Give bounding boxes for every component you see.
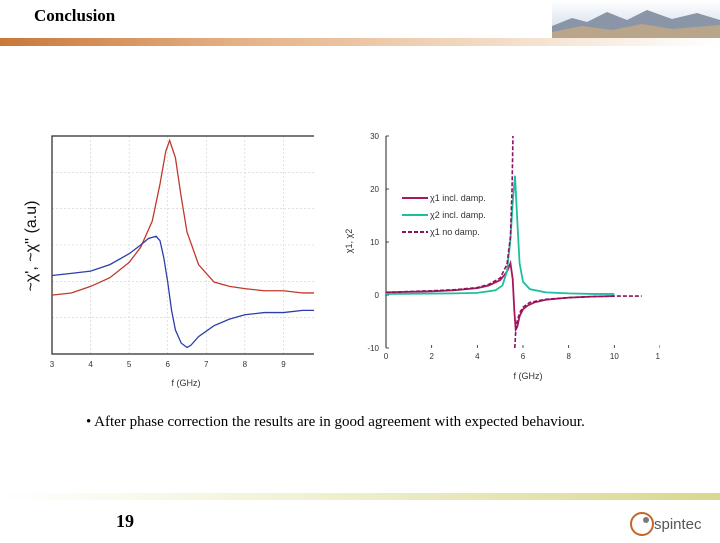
chart-left-plot-frame (51, 135, 314, 355)
chart-right-x-tick-label: 10 (610, 352, 619, 361)
chart-right: 0 2 4 6 8 10 12 -10 0 10 20 30 χ1 incl. damp. χ2 inc… (344, 128, 660, 381)
chart-right-x-tick-label: 2 (429, 352, 434, 361)
chart-right-y-tick-label: 20 (370, 185, 379, 194)
chart-right-series-3-part-1 (385, 135, 514, 294)
chart-left-x-tick-label: 8 (243, 360, 248, 369)
chart-right-y-tick-label: -10 (367, 344, 379, 353)
chart-left-x-tick-label: 6 (165, 360, 170, 369)
chart-right-x-tick-label: 12 (656, 352, 660, 361)
chart-right-xlabel: f (GHz) (514, 371, 543, 381)
logo-text: spintec (654, 516, 702, 533)
chart-right-legend-label: χ2 incl. damp. (430, 210, 486, 220)
chart-left-x-tick-label: 7 (204, 360, 209, 369)
chart-right-series-2 (385, 175, 615, 295)
chart-left-series-2 (51, 235, 314, 349)
slide-title: Conclusion (34, 6, 116, 25)
header-band (0, 38, 720, 46)
chart-left-x-tick-label: 9 (281, 360, 286, 369)
header-landscape-image (552, 0, 720, 40)
chart-left-ylabel: ~χ', ~χ'' (a.u) (24, 201, 40, 292)
chart-left-grid (51, 136, 314, 354)
chart-right-x-tick-label: 6 (521, 352, 526, 361)
chart-left-x-tick-label: 5 (127, 360, 132, 369)
page-number: 19 (116, 511, 134, 531)
chart-right-y-tick-label: 0 (375, 291, 380, 300)
chart-left-series-1 (51, 138, 314, 296)
chart-right-y-tick-label: 10 (370, 238, 379, 247)
conclusion-bullet: • After phase correction the results are… (86, 414, 585, 430)
chart-left: 345678910 f (GHz) ~χ', ~χ'' (a.u) (24, 135, 314, 388)
chart-right-ylabel: χ1, χ2 (344, 229, 354, 253)
chart-right-x-tick-label: 8 (566, 352, 571, 361)
chart-right-legend-label: χ1 incl. damp. (430, 193, 486, 203)
chart-left-x-tick-label: 3 (50, 360, 55, 369)
chart-left-xlabel: f (GHz) (172, 378, 201, 388)
chart-left-x-tick-label: 4 (88, 360, 93, 369)
chart-right-x-tick-label: 0 (384, 352, 389, 361)
footer-band (0, 493, 720, 500)
chart-right-y-tick-label: 30 (370, 132, 379, 141)
chart-right-x-tick-label: 4 (475, 352, 480, 361)
chart-right-series-3-part-2 (513, 295, 642, 349)
spintec-logo: spintec (622, 508, 718, 538)
logo-swirl-icon (630, 512, 654, 536)
chart-right-legend-label: χ1 no damp. (430, 227, 480, 237)
